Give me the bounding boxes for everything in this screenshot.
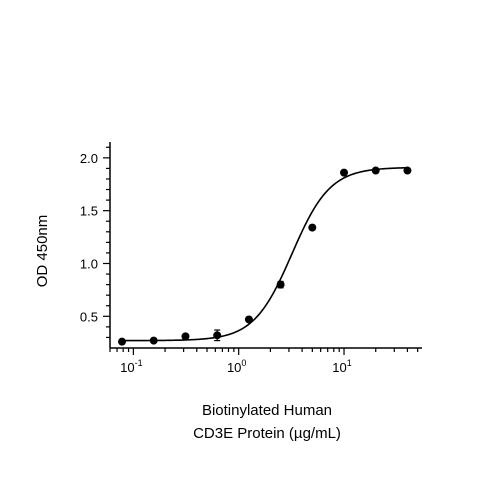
data-point <box>213 331 222 340</box>
data-point <box>276 280 285 289</box>
data-point <box>181 332 190 341</box>
data-point <box>371 166 380 175</box>
y-tick-label: 1.0 <box>80 256 98 271</box>
data-points <box>118 166 412 346</box>
axes <box>109 142 422 349</box>
data-point <box>308 223 317 232</box>
data-point <box>403 166 412 175</box>
y-tick-label: 2.0 <box>80 151 98 166</box>
y-ticks: 0.5 1.0 1.5 2.0 <box>80 146 110 339</box>
y-tick-label: 0.5 <box>80 309 98 324</box>
x-ticks: 10-1 100 101 <box>109 348 419 375</box>
data-point <box>118 337 127 346</box>
y-tick-label: 1.5 <box>80 204 98 219</box>
x-tick-label: 101 <box>332 358 351 375</box>
x-tick-label: 10-1 <box>120 358 142 375</box>
fit-curve <box>122 166 408 342</box>
x-tick-label: 100 <box>227 358 246 375</box>
x-axis-label-line1: Biotinylated Human <box>202 402 332 419</box>
data-point <box>340 168 349 177</box>
data-point <box>149 336 158 345</box>
data-point <box>244 315 253 324</box>
x-axis-label-line2: CD3E Protein (µg/mL) <box>193 425 341 442</box>
y-axis-label: OD 450nm <box>34 215 51 288</box>
